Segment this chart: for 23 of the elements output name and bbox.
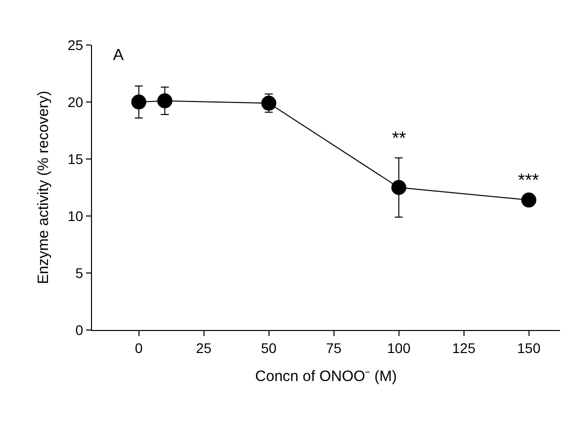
x-tick-label: 100 bbox=[387, 340, 411, 356]
point bbox=[521, 192, 536, 208]
point bbox=[131, 94, 146, 110]
point bbox=[391, 180, 406, 195]
y-tick-label: 20 bbox=[68, 94, 84, 110]
x-tick-label: 50 bbox=[261, 340, 277, 356]
x-tick-label: 125 bbox=[452, 340, 476, 356]
x-tick-label: 25 bbox=[196, 340, 212, 356]
y-tick-label: 10 bbox=[68, 208, 84, 224]
annotation: ** bbox=[392, 128, 406, 148]
x-tick-label: 0 bbox=[134, 340, 143, 356]
x-tick-label: 75 bbox=[326, 340, 342, 356]
y-tick-label: 25 bbox=[68, 36, 84, 53]
point bbox=[261, 96, 276, 111]
y-tick-label: 0 bbox=[75, 322, 84, 338]
y-axis-title: Enzyme activity (% recovery) bbox=[34, 90, 52, 284]
annotation: *** bbox=[518, 170, 540, 190]
point bbox=[157, 93, 172, 108]
annotation: A bbox=[113, 47, 124, 64]
x-axis-title: Concn of ONOO⁻ (M) bbox=[255, 368, 397, 385]
y-tick-label: 15 bbox=[68, 150, 84, 167]
y-tick-label: 5 bbox=[75, 264, 84, 281]
x-tick-label: 150 bbox=[517, 340, 541, 356]
